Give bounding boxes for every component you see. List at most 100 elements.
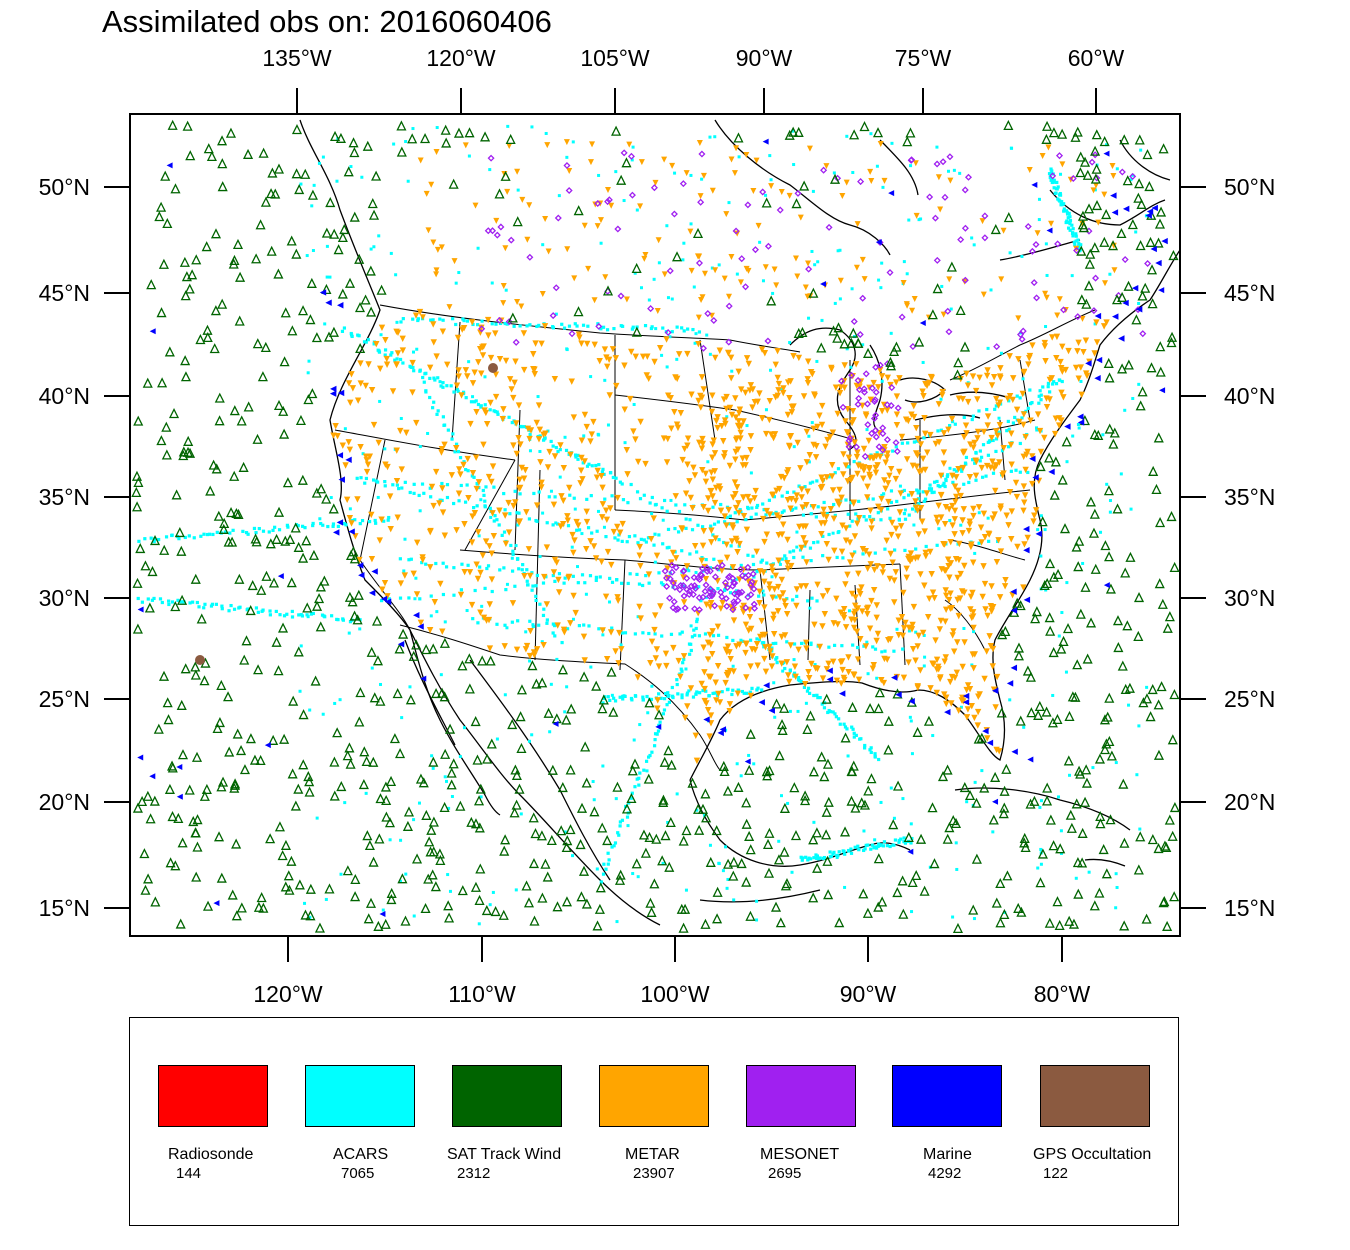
acars-marker (914, 509, 918, 513)
acars-marker (676, 692, 680, 696)
metar-marker (943, 700, 950, 708)
acars-marker (870, 843, 874, 847)
legend-swatch (305, 1065, 415, 1127)
acars-marker (752, 575, 756, 579)
sat-track-wind-marker (676, 903, 687, 914)
metar-marker (719, 599, 726, 607)
acars-marker (635, 572, 639, 577)
metar-marker (1013, 493, 1021, 501)
metar-marker (870, 662, 877, 669)
acars-marker (577, 528, 582, 532)
acars-marker (587, 624, 591, 628)
sat-track-wind-marker (597, 822, 608, 833)
mesonet-marker (1121, 256, 1129, 264)
metar-marker (803, 639, 810, 647)
metar-marker (467, 420, 474, 428)
acars-marker (347, 631, 351, 635)
metar-marker (532, 340, 539, 347)
acars-marker (1076, 422, 1080, 426)
acars-marker (742, 691, 746, 695)
metar-marker (1080, 348, 1087, 356)
acars-marker (1007, 399, 1011, 403)
metar-marker (668, 425, 675, 432)
acars-marker (490, 281, 494, 285)
acars-marker (774, 641, 778, 645)
metar-marker (898, 433, 906, 441)
acars-marker (301, 524, 305, 528)
metar-marker (409, 359, 416, 367)
acars-marker (491, 890, 495, 894)
metar-marker (486, 645, 494, 652)
acars-marker (997, 416, 1001, 420)
sat-track-wind-marker (214, 415, 225, 426)
metar-marker (602, 593, 610, 601)
acars-marker (187, 534, 191, 538)
metar-marker (1041, 339, 1049, 347)
acars-marker (353, 518, 357, 522)
metar-marker (784, 536, 791, 544)
left-lat-axis: 50°N 45°N 40°N 35°N 30°N 25°N 20°N 15°N (39, 174, 130, 921)
metar-marker (428, 181, 435, 188)
acars-marker (538, 434, 542, 438)
acars-marker (638, 497, 643, 501)
metar-marker (788, 562, 795, 570)
metar-marker (417, 157, 424, 164)
sat-track-wind-marker (1154, 218, 1166, 229)
acars-marker (1068, 219, 1073, 223)
acars-marker (1074, 239, 1078, 243)
acars-marker (717, 568, 721, 572)
sat-track-wind-marker (485, 655, 496, 666)
metar-marker (854, 449, 861, 456)
sat-track-wind-marker (190, 661, 201, 672)
sat-track-wind-marker (1106, 750, 1117, 761)
mesonet-marker (695, 606, 703, 614)
metar-marker (1048, 220, 1055, 227)
sat-track-wind-marker (366, 306, 377, 317)
metar-marker (347, 399, 354, 407)
legend-label: SAT Track Wind (447, 1146, 562, 1163)
sat-track-wind-marker (1135, 831, 1146, 842)
acars-marker (378, 399, 382, 403)
acars-marker (554, 445, 558, 450)
acars-marker (737, 155, 741, 159)
acars-marker (377, 349, 381, 353)
lat-label: 35°N (1224, 484, 1275, 510)
metar-marker (1019, 390, 1026, 398)
mesonet-marker (1092, 274, 1100, 282)
metar-marker (721, 513, 729, 520)
metar-marker (928, 571, 935, 578)
acars-marker (797, 676, 801, 680)
metar-marker (806, 674, 813, 682)
acars-marker (707, 694, 711, 698)
metar-marker (431, 599, 438, 606)
metar-marker (989, 645, 997, 653)
sat-track-wind-marker (332, 727, 343, 738)
sat-track-wind-marker (339, 223, 350, 235)
metar-marker (433, 149, 440, 156)
metar-marker (736, 540, 743, 548)
sat-track-wind-marker (733, 132, 744, 143)
acars-marker (366, 338, 370, 342)
mesonet-marker (677, 581, 685, 590)
acars-marker (502, 491, 506, 496)
mesonet-marker (691, 605, 699, 613)
sat-track-wind-marker (470, 818, 482, 829)
sat-track-wind-marker (293, 541, 304, 552)
metar-marker (482, 538, 490, 545)
sat-track-wind-marker (421, 644, 432, 655)
acars-marker (765, 561, 769, 565)
metar-marker (545, 248, 552, 255)
acars-marker (631, 872, 635, 876)
sat-track-wind-marker (523, 897, 535, 908)
metar-marker (947, 538, 954, 546)
acars-marker (877, 278, 881, 282)
legend-swatch (158, 1065, 268, 1127)
sat-track-wind-marker (216, 872, 227, 883)
acars-marker (435, 610, 439, 614)
acars-marker (972, 917, 976, 921)
metar-marker (727, 354, 735, 361)
sat-track-wind-marker (179, 256, 190, 267)
sat-track-wind-marker (329, 130, 341, 141)
sat-track-wind-marker (297, 305, 309, 316)
acars-marker (635, 777, 639, 781)
